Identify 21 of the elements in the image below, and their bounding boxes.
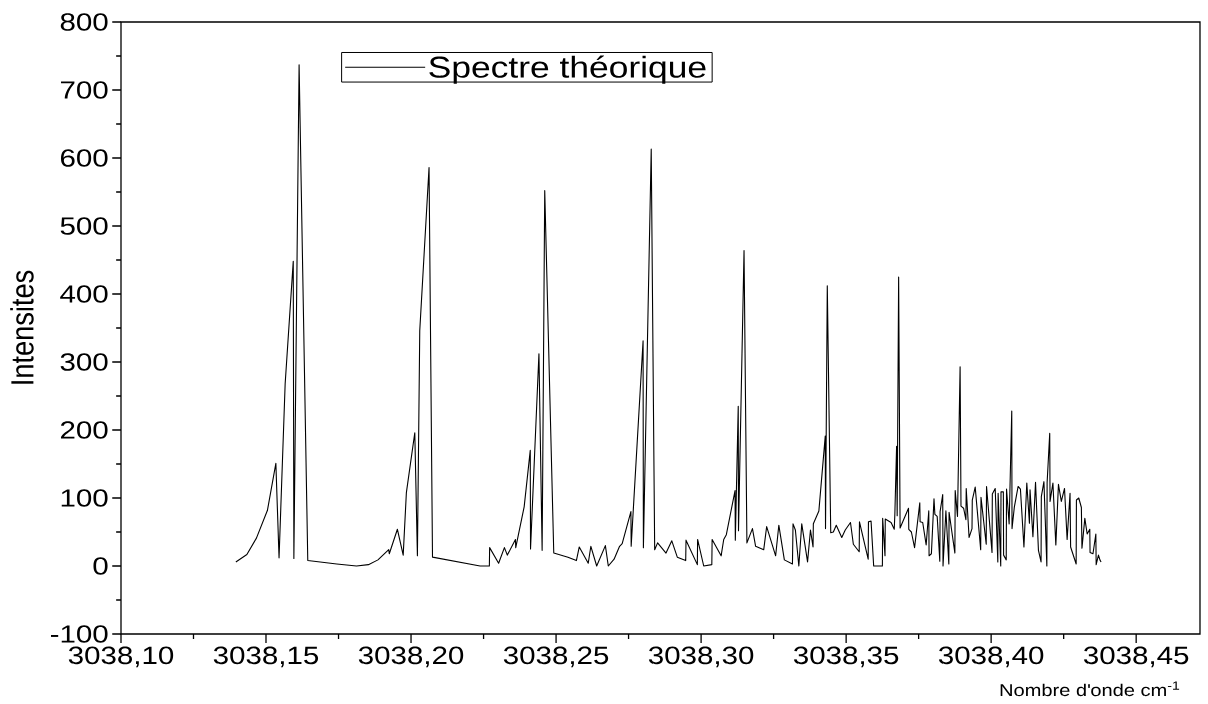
y-axis-title: Intensites: [10, 270, 34, 384]
y-tick-label: -100: [50, 625, 108, 643]
y-tick-label: 600: [61, 149, 108, 167]
y-tick-label: 100: [61, 489, 108, 507]
x-tick-label: 3038,10: [68, 646, 174, 668]
y-tick-label: 400: [60, 285, 108, 303]
y-tick-label: 800: [60, 13, 108, 31]
y-tick-label: 0: [93, 557, 108, 575]
y-tick-label: 300: [60, 353, 108, 371]
x-tick-label: 3038,25: [503, 646, 609, 668]
x-tick-label: 3038,35: [793, 646, 899, 668]
legend-label: Spectre théorique: [429, 55, 706, 84]
x-tick-label: 3038,40: [938, 646, 1044, 668]
y-tick-label: 500: [60, 217, 108, 235]
x-tick-label: 3038,45: [1083, 646, 1189, 668]
x-tick-label: 3038,30: [648, 646, 754, 668]
y-tick-label: 700: [61, 81, 108, 99]
x-tick-label: 3038,15: [213, 646, 319, 668]
x-axis-title: Nombre d'onde cm$^{-1}$: [1000, 681, 1180, 697]
y-tick-label: 200: [60, 421, 108, 439]
x-tick-label: 3038,20: [358, 646, 464, 668]
